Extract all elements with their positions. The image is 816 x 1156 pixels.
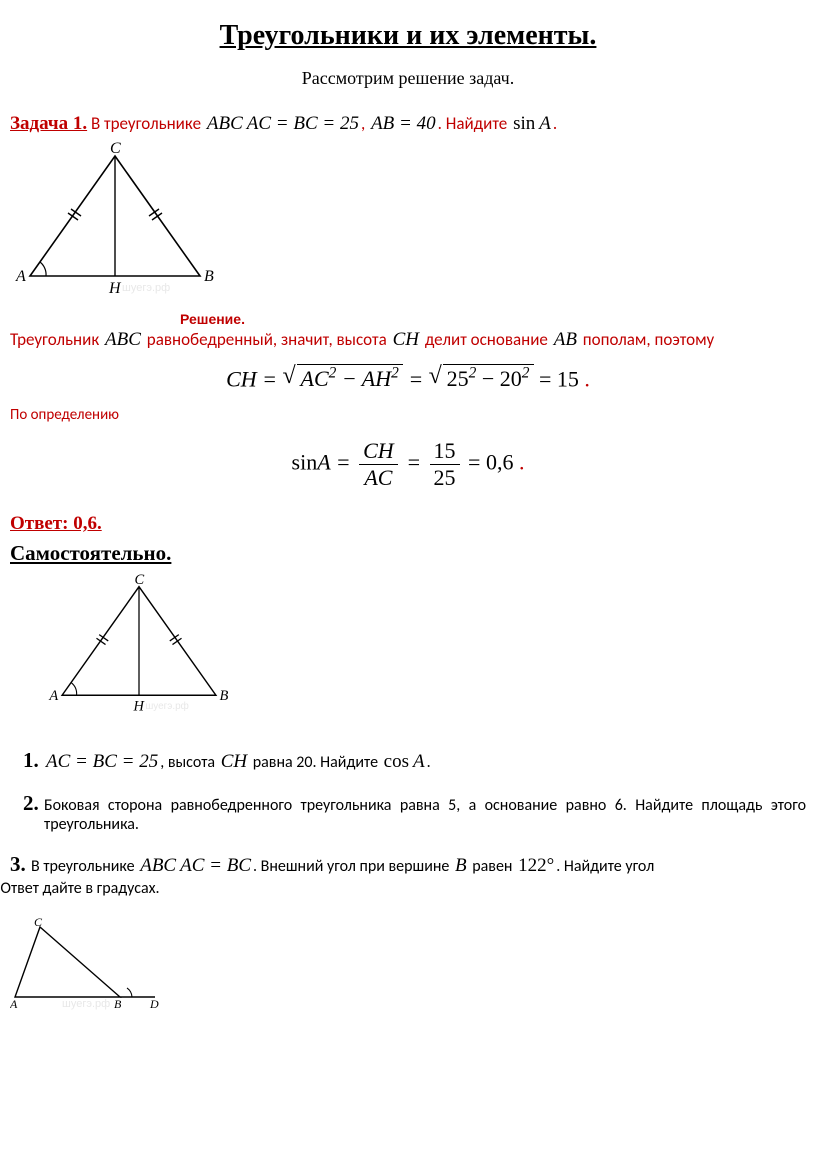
solution-label: Решение. xyxy=(180,311,806,327)
diagram-1: C A B H шуегэ.рф xyxy=(10,141,806,311)
text: равна 20. Найдите xyxy=(249,753,382,772)
math: AC = BC = 25 xyxy=(245,113,361,134)
text: . Внешний угол при вершине xyxy=(253,857,453,876)
page-title: Треугольники и их элементы. xyxy=(10,20,806,52)
subtitle: Рассмотрим решение задач. xyxy=(10,68,806,89)
text: В треугольнике xyxy=(31,857,138,876)
task-2: Боковая сторона равнобедренного треуголь… xyxy=(44,791,806,834)
math: sin xyxy=(511,113,537,134)
math: AB xyxy=(552,329,579,350)
answer: Ответ: 0,6. xyxy=(10,513,806,535)
svg-text:шуегэ.рф: шуегэ.рф xyxy=(145,701,189,712)
math: ABC xyxy=(103,329,143,350)
self-section: Самостоятельно. xyxy=(10,541,806,566)
math: AB = 40 xyxy=(369,113,438,134)
text: Треугольник xyxy=(10,329,103,350)
svg-text:A: A xyxy=(48,688,58,704)
text: . Ответ дайте в градусах. xyxy=(0,879,160,898)
math: ABC xyxy=(138,855,178,876)
task-1: C A B H шуегэ.рф AC = BC = 25, высота CH… xyxy=(44,570,806,773)
math: B xyxy=(453,855,469,876)
by-definition: По определению xyxy=(10,406,806,424)
text: Боковая сторона равнобедренного треуголь… xyxy=(44,796,806,834)
svg-text:B: B xyxy=(114,997,122,1011)
text: равен xyxy=(469,857,516,876)
solution-line-1: Треугольник ABC равнобедренный, значит, … xyxy=(10,329,806,351)
svg-text:C: C xyxy=(34,917,43,929)
text: В треугольнике xyxy=(87,113,205,134)
task-list: C A B H шуегэ.рф AC = BC = 25, высота CH… xyxy=(10,570,806,899)
svg-text:D: D xyxy=(149,997,159,1011)
svg-text:A: A xyxy=(10,997,18,1011)
svg-text:C: C xyxy=(110,141,121,157)
diagram-3: C A B D шуегэ.рф xyxy=(10,917,806,1012)
math: AC = BC = 25 xyxy=(44,751,160,772)
text: равнобедренный, значит, высота xyxy=(143,329,391,350)
svg-text:H: H xyxy=(133,699,146,715)
math: A xyxy=(537,113,553,134)
problem-1-statement: Задача 1. В треугольнике ABCAC = BC = 25… xyxy=(10,113,806,135)
text: пополам, поэтому xyxy=(579,329,714,350)
math: CH xyxy=(391,329,421,350)
math: cos xyxy=(382,751,411,772)
text: делит основание xyxy=(421,329,552,350)
svg-text:C: C xyxy=(134,572,144,588)
svg-text:H: H xyxy=(108,280,122,297)
formula-sin: sinA = CHAC = 1525 = 0,6 . xyxy=(10,438,806,491)
text: . xyxy=(553,113,557,134)
text: , высота xyxy=(160,753,219,772)
task-3: В треугольнике ABCAC = BC. Внешний угол … xyxy=(10,852,806,899)
svg-text:шуегэ.рф: шуегэ.рф xyxy=(122,282,170,294)
text: . xyxy=(427,753,431,772)
svg-text:B: B xyxy=(204,268,214,285)
svg-text:A: A xyxy=(15,268,26,285)
svg-text:шуегэ.рф: шуегэ.рф xyxy=(62,998,110,1010)
text: . Найдите xyxy=(438,113,511,134)
math: CH xyxy=(219,751,249,772)
text: . Найдите угол xyxy=(556,857,654,876)
text: , xyxy=(361,113,369,134)
math: A xyxy=(411,751,427,772)
formula-ch: CH = AC2 − AH2 = 252 − 202 = 15 . xyxy=(10,365,806,392)
problem-1-label: Задача 1. xyxy=(10,113,87,134)
math: AC = BC xyxy=(178,855,253,876)
svg-text:B: B xyxy=(220,688,229,704)
math: ABC xyxy=(205,113,245,134)
math: 122° xyxy=(516,855,556,876)
